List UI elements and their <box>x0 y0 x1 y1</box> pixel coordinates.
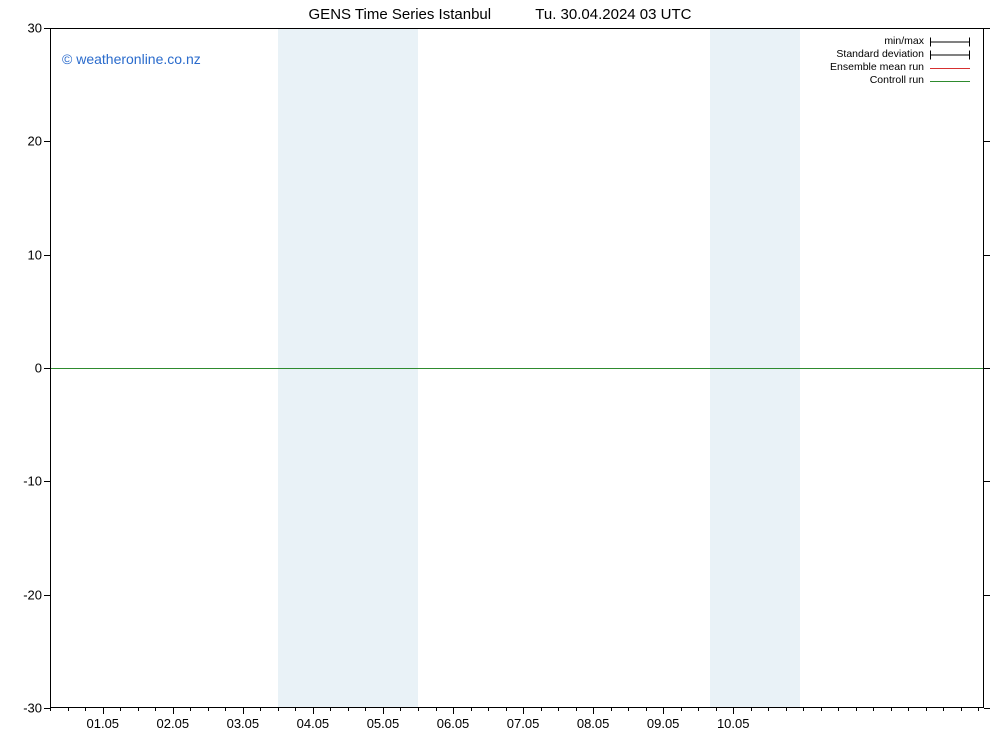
legend-swatch <box>930 62 970 74</box>
legend-row: min/max <box>830 35 970 48</box>
plot-area: © weatheronline.co.nz min/maxStandard de… <box>50 28 984 708</box>
watermark: © weatheronline.co.nz <box>62 51 201 67</box>
legend-swatch <box>930 49 970 61</box>
legend-label: Controll run <box>870 74 924 87</box>
legend-swatch <box>930 36 970 48</box>
legend-row: Standard deviation <box>830 48 970 61</box>
controll-run-line <box>50 368 984 369</box>
legend-label: min/max <box>884 35 924 48</box>
chart-container: GENS Time Series Istanbul Tu. 30.04.2024… <box>0 0 1000 733</box>
legend-row: Ensemble mean run <box>830 61 970 74</box>
title-right: Tu. 30.04.2024 03 UTC <box>535 6 691 23</box>
watermark-text: © weatheronline.co.nz <box>62 51 201 67</box>
legend-label: Standard deviation <box>836 48 924 61</box>
title-left: GENS Time Series Istanbul <box>309 6 492 23</box>
legend-swatch <box>930 75 970 87</box>
legend-label: Ensemble mean run <box>830 61 924 74</box>
chart-title: GENS Time Series Istanbul Tu. 30.04.2024… <box>0 6 1000 23</box>
legend-row: Controll run <box>830 74 970 87</box>
legend: min/maxStandard deviationEnsemble mean r… <box>830 35 970 87</box>
